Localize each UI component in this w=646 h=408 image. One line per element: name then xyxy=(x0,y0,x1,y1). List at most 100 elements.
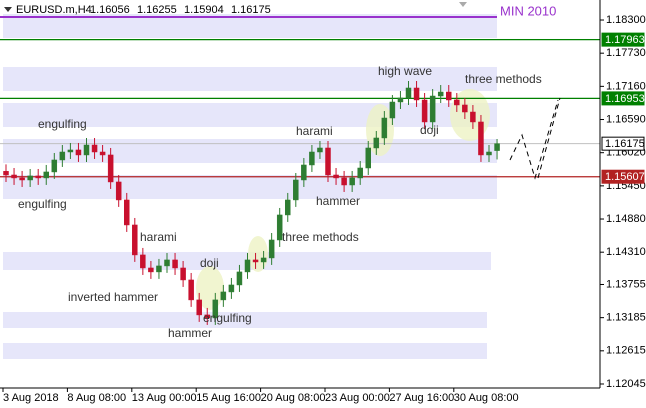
background-bands xyxy=(3,14,497,359)
candle-body xyxy=(454,99,460,106)
candle-body xyxy=(429,95,436,123)
candle-body xyxy=(124,199,130,226)
candle-body xyxy=(341,177,347,186)
highlight xyxy=(450,89,490,141)
pattern-label: harami xyxy=(296,124,333,138)
ohlc-low: 1.15904 xyxy=(184,4,224,16)
band xyxy=(3,67,497,91)
band xyxy=(3,103,497,127)
candle-body xyxy=(132,224,138,256)
pattern-label: harami xyxy=(140,230,177,244)
candle-body xyxy=(180,267,186,281)
pattern-label: inverted hammer xyxy=(68,290,158,304)
level-box xyxy=(601,169,645,184)
candle-body xyxy=(421,99,428,123)
band xyxy=(3,175,497,199)
candle-body xyxy=(140,254,146,269)
y-tick-label: 1.14880 xyxy=(606,213,646,225)
candle-body xyxy=(27,175,33,181)
candle-body xyxy=(172,259,178,269)
pattern-label: doji xyxy=(420,123,439,137)
pattern-label: engulfing xyxy=(203,311,252,325)
candle-body xyxy=(397,97,404,103)
candle-body xyxy=(462,104,468,113)
ohlc-close: 1.16175 xyxy=(231,4,271,16)
candle-body xyxy=(156,265,162,273)
pattern-label: three methods xyxy=(465,72,542,86)
pattern-label: three methods xyxy=(282,230,359,244)
candle-body xyxy=(365,147,371,169)
level-label: 1.16953 xyxy=(605,93,645,105)
candle-body xyxy=(446,91,452,101)
candles xyxy=(3,80,500,325)
y-tick-label: 1.17730 xyxy=(606,47,646,59)
pattern-label: engulfing xyxy=(38,117,87,131)
candle-body xyxy=(389,101,396,119)
symbol-marker xyxy=(4,7,12,12)
candle-body xyxy=(107,154,114,183)
level-box xyxy=(601,32,645,47)
candle-body xyxy=(99,151,106,156)
candle-body xyxy=(91,144,98,153)
y-tick-label: 1.16590 xyxy=(606,113,646,125)
candle-body xyxy=(188,279,194,301)
band xyxy=(3,343,487,359)
x-tick-label: 8 Aug 08:00 xyxy=(67,392,126,404)
shift-marker xyxy=(459,2,467,7)
candle-body xyxy=(293,179,299,201)
y-tick-label: 1.12045 xyxy=(606,378,646,390)
x-tick-label: 30 Aug 08:00 xyxy=(454,392,519,404)
candle-body xyxy=(333,174,339,179)
band xyxy=(3,312,487,328)
candle-body xyxy=(413,87,420,101)
candle-body xyxy=(301,164,307,181)
forecast-path xyxy=(537,97,561,179)
x-tick-label: 23 Aug 00:00 xyxy=(325,392,390,404)
candle-body xyxy=(51,159,58,173)
candle-body xyxy=(437,91,444,97)
level-label: 1.16175 xyxy=(605,138,645,150)
min-label: MIN 2010 xyxy=(500,3,556,18)
candle-body xyxy=(19,177,25,181)
ohlc-open: 1.16056 xyxy=(90,4,130,16)
candle-body xyxy=(43,171,49,179)
candle-body xyxy=(67,149,74,153)
candle-body xyxy=(317,147,323,153)
x-tick-label: 20 Aug 08:00 xyxy=(261,392,326,404)
band xyxy=(3,14,497,38)
ohlc-high: 1.16255 xyxy=(137,4,177,16)
y-tick-label: 1.13755 xyxy=(606,278,646,290)
candle-body xyxy=(196,299,202,316)
candle-body xyxy=(59,151,66,161)
pattern-label: high wave xyxy=(378,64,432,78)
y-tick-label: 1.12615 xyxy=(606,345,646,357)
pattern-label: hammer xyxy=(168,326,212,340)
level-label: 1.17963 xyxy=(605,34,645,46)
y-tick-label: 1.18300 xyxy=(606,14,646,26)
level-label: 1.15607 xyxy=(605,171,645,183)
candle-body xyxy=(494,143,500,151)
candle-body xyxy=(212,299,219,319)
candle-body xyxy=(268,239,275,259)
candle-body xyxy=(244,259,251,273)
candle-body xyxy=(373,137,380,149)
candle-body xyxy=(252,259,259,263)
candle-body xyxy=(309,151,315,166)
labels: 1.183001.177301.171601.165901.160201.154… xyxy=(2,3,646,404)
candle-body xyxy=(11,174,17,179)
levels xyxy=(0,15,600,178)
candle-body xyxy=(357,167,363,179)
highlight xyxy=(196,266,224,310)
candle-body xyxy=(75,149,82,156)
y-tick-label: 1.13185 xyxy=(606,312,646,324)
pattern-label: doji xyxy=(200,256,219,270)
x-tick-label: 13 Aug 00:00 xyxy=(132,392,197,404)
highlight xyxy=(366,104,394,156)
candle-body xyxy=(478,121,484,156)
candle-body xyxy=(35,175,41,179)
candle-body xyxy=(470,111,476,123)
x-tick-label: 15 Aug 16:00 xyxy=(196,392,261,404)
level-box xyxy=(601,91,645,106)
candle-body xyxy=(325,147,331,176)
